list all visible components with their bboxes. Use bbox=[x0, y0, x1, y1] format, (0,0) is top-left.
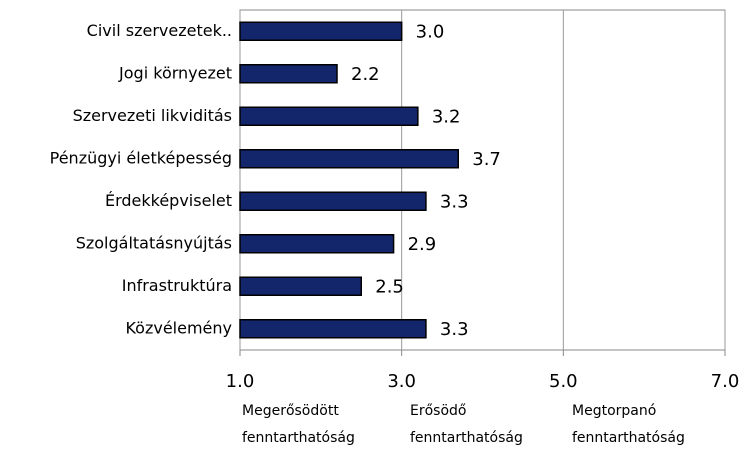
x-tick-label: 1.0 bbox=[226, 371, 255, 392]
x-tick-label: 3.0 bbox=[387, 371, 416, 392]
x-tick-label: 5.0 bbox=[549, 371, 578, 392]
annotation: fenntarthatóság bbox=[572, 430, 685, 446]
y-tick-label: Jogi környezet bbox=[118, 63, 232, 82]
value-label: 3.0 bbox=[416, 21, 445, 42]
value-label: 3.3 bbox=[440, 191, 469, 212]
annotation: fenntarthatóság bbox=[242, 430, 355, 446]
y-tick-label: Pénzügyi életképesség bbox=[50, 148, 232, 167]
y-tick-label: Érdekképviselet bbox=[105, 191, 232, 210]
annotation: fenntarthatóság bbox=[410, 430, 523, 446]
bar bbox=[239, 106, 419, 126]
value-label: 2.2 bbox=[351, 64, 380, 85]
bar bbox=[239, 276, 362, 296]
annotation: Erősödő bbox=[410, 403, 466, 419]
annotation: Megtorpanó bbox=[572, 403, 656, 419]
bar bbox=[239, 234, 395, 254]
value-label: 3.3 bbox=[440, 319, 469, 340]
y-tick-label: Közvélemény bbox=[125, 318, 232, 337]
bar bbox=[239, 319, 427, 339]
value-label: 3.7 bbox=[472, 149, 501, 170]
value-label: 2.5 bbox=[375, 276, 404, 297]
bar bbox=[239, 191, 427, 211]
bar bbox=[239, 149, 459, 169]
bar bbox=[239, 64, 338, 84]
y-tick-label: Civil szervezetek.. bbox=[87, 21, 232, 40]
annotation: Megerősödött bbox=[242, 403, 339, 419]
bar bbox=[239, 21, 403, 41]
plot-area bbox=[239, 9, 726, 351]
value-label: 3.2 bbox=[432, 106, 461, 127]
y-tick-label: Szervezeti likviditás bbox=[73, 106, 232, 125]
value-label: 2.9 bbox=[408, 234, 437, 255]
y-tick-label: Infrastruktúra bbox=[122, 276, 232, 295]
y-tick-label: Szolgáltatásnyújtás bbox=[76, 233, 232, 252]
x-tick-label: 7.0 bbox=[711, 371, 740, 392]
